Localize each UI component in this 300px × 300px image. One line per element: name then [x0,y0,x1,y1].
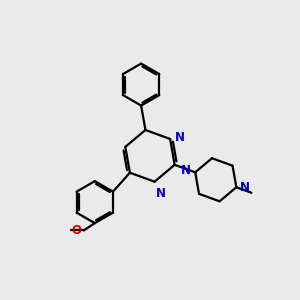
Text: N: N [181,164,191,177]
Text: O: O [71,224,81,237]
Text: N: N [175,131,185,144]
Text: N: N [240,181,250,194]
Text: N: N [156,187,166,200]
